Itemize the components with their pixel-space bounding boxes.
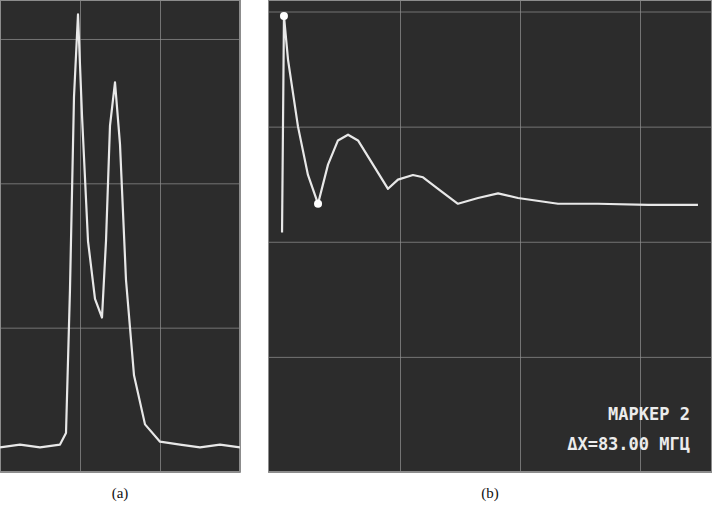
x-grid-line xyxy=(400,0,401,472)
y-grid xyxy=(0,183,240,184)
y-axis-line xyxy=(269,1,712,473)
x-grid xyxy=(160,0,161,472)
panel: (a) xyxy=(0,0,241,502)
figure: (a) МАРКЕР 2 ΔX=83.00 МГЦ (b) xyxy=(0,0,712,508)
x-axis xyxy=(269,0,712,473)
trace xyxy=(0,14,240,447)
scope-marker xyxy=(314,200,322,208)
x-axis-line xyxy=(269,0,712,473)
x-axis-line xyxy=(1,0,241,473)
x-grid-line xyxy=(520,0,521,472)
annotation: МАРКЕР 2 xyxy=(608,404,690,424)
x-grid-line xyxy=(160,0,161,472)
x-grid xyxy=(640,0,641,472)
screen xyxy=(0,0,240,472)
y-grid xyxy=(268,242,712,243)
y-grid xyxy=(268,357,712,358)
y-grid xyxy=(0,328,240,329)
x-grid-line xyxy=(640,0,641,472)
scope-marker xyxy=(280,12,288,20)
y-grid-line xyxy=(0,183,240,184)
y-grid-line xyxy=(268,127,712,128)
panel-caption: (b) xyxy=(481,485,499,502)
annotation: ΔX=83.00 МГЦ xyxy=(567,434,690,454)
panel-caption: (a) xyxy=(112,485,129,502)
y-grid-line xyxy=(0,328,240,329)
y-axis xyxy=(268,1,712,473)
plot-frame xyxy=(1,1,240,472)
marks xyxy=(280,12,698,232)
y-grid-line xyxy=(0,39,240,40)
x-grid xyxy=(520,0,521,472)
marks xyxy=(0,14,240,447)
x-grid xyxy=(400,0,401,472)
y-axis-line xyxy=(1,1,241,473)
plot-frame xyxy=(269,1,712,472)
y-grid xyxy=(268,12,712,13)
y-grid xyxy=(268,127,712,128)
y-axis xyxy=(0,1,240,473)
screen xyxy=(268,0,712,472)
y-grid-line xyxy=(268,242,712,243)
y-grid-line xyxy=(268,357,712,358)
trace xyxy=(282,16,698,232)
y-grid-line xyxy=(268,12,712,13)
y-grid xyxy=(0,39,240,40)
panel: МАРКЕР 2 ΔX=83.00 МГЦ (b) xyxy=(268,0,712,502)
x-axis xyxy=(1,0,241,473)
